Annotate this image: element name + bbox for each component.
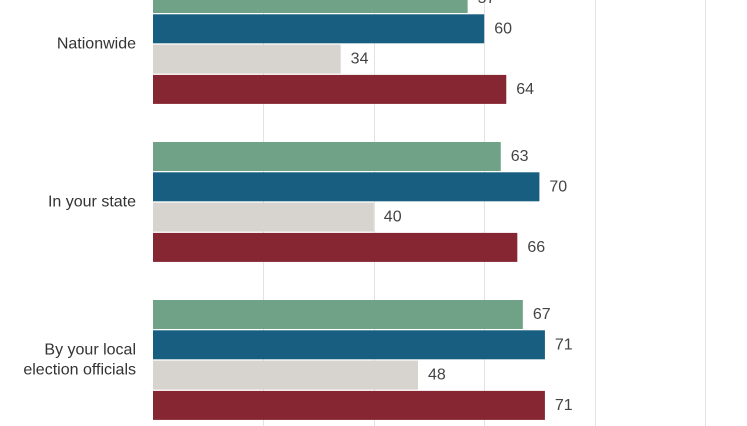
bar — [153, 360, 418, 390]
bar — [153, 0, 468, 13]
category-label: Nationwide — [57, 35, 136, 52]
category-labels: Nationwide In your state By your local elec… — [23, 35, 136, 378]
data-label: 67 — [533, 306, 551, 323]
data-label: 64 — [516, 81, 534, 98]
data-label: 34 — [351, 51, 369, 68]
data-label: 70 — [549, 178, 567, 195]
bar — [153, 74, 507, 104]
bar — [153, 14, 485, 44]
data-label: 48 — [428, 367, 446, 384]
bar — [153, 330, 545, 360]
bar — [153, 44, 341, 74]
bar — [153, 300, 523, 329]
data-label: 60 — [494, 20, 512, 37]
data-label: 66 — [527, 239, 545, 256]
data-label: 40 — [384, 209, 402, 226]
bar — [153, 172, 540, 202]
data-label: 63 — [511, 148, 529, 165]
data-label: 71 — [555, 397, 573, 414]
category-label: In your state — [48, 193, 136, 210]
bar — [153, 232, 518, 262]
category-label: By your local election officials — [23, 341, 136, 378]
data-label: 57 — [478, 0, 496, 7]
bar — [153, 142, 501, 171]
bar — [153, 202, 374, 232]
data-label: 71 — [555, 336, 573, 353]
value-labels: 576034646370406667714871 — [351, 0, 573, 414]
bars — [153, 0, 545, 420]
bar — [153, 390, 545, 420]
